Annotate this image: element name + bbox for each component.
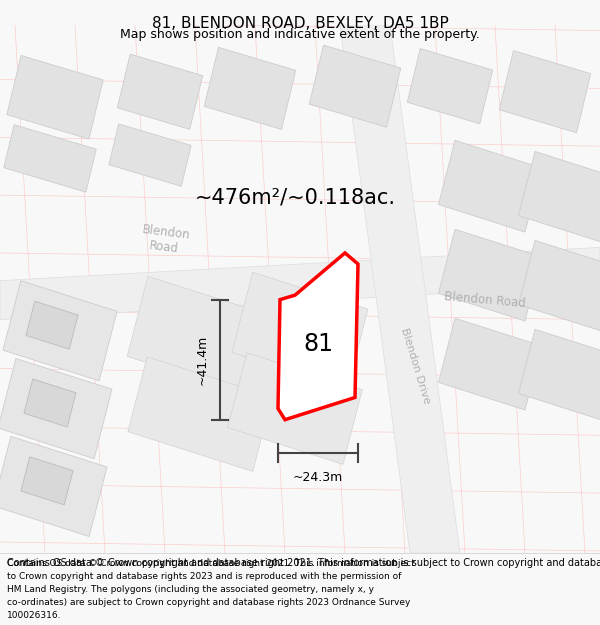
Polygon shape — [439, 229, 542, 321]
Polygon shape — [24, 379, 76, 427]
Polygon shape — [499, 51, 591, 132]
Text: ~41.4m: ~41.4m — [196, 334, 209, 385]
Polygon shape — [439, 141, 542, 232]
Text: ~24.3m: ~24.3m — [293, 471, 343, 484]
Polygon shape — [439, 318, 542, 410]
Polygon shape — [26, 301, 78, 349]
Polygon shape — [518, 241, 600, 332]
Text: 81: 81 — [303, 332, 333, 356]
Polygon shape — [204, 48, 296, 129]
Text: Blendon Road: Blendon Road — [444, 289, 526, 309]
Text: Map shows position and indicative extent of the property.: Map shows position and indicative extent… — [120, 28, 480, 41]
Polygon shape — [278, 253, 358, 420]
Polygon shape — [0, 359, 112, 459]
Polygon shape — [309, 45, 401, 128]
Text: HM Land Registry. The polygons (including the associated geometry, namely x, y: HM Land Registry. The polygons (includin… — [7, 585, 374, 594]
Polygon shape — [232, 272, 368, 389]
Polygon shape — [7, 56, 103, 139]
Polygon shape — [118, 54, 203, 129]
Text: Contains OS data © Crown copyright and database right 2021. This information is : Contains OS data © Crown copyright and d… — [7, 558, 600, 568]
Text: co-ordinates) are subject to Crown copyright and database rights 2023 Ordnance S: co-ordinates) are subject to Crown copyr… — [7, 598, 410, 607]
Polygon shape — [340, 25, 460, 553]
Polygon shape — [227, 352, 362, 464]
Text: ~476m²/~0.118ac.: ~476m²/~0.118ac. — [194, 188, 395, 208]
Text: to Crown copyright and database rights 2023 and is reproduced with the permissio: to Crown copyright and database rights 2… — [7, 572, 401, 581]
Text: Contains OS data © Crown copyright and database right 2021. This information is : Contains OS data © Crown copyright and d… — [7, 559, 415, 568]
Polygon shape — [4, 125, 96, 192]
Polygon shape — [407, 49, 493, 124]
Polygon shape — [518, 151, 600, 243]
Polygon shape — [0, 248, 600, 319]
Polygon shape — [127, 276, 273, 396]
Polygon shape — [0, 436, 107, 536]
Polygon shape — [3, 281, 117, 381]
Polygon shape — [109, 124, 191, 186]
Text: 100026316.: 100026316. — [7, 611, 62, 620]
Text: 81, BLENDON ROAD, BEXLEY, DA5 1BP: 81, BLENDON ROAD, BEXLEY, DA5 1BP — [152, 16, 448, 31]
Polygon shape — [518, 329, 600, 421]
Polygon shape — [21, 457, 73, 505]
Polygon shape — [128, 357, 272, 471]
Text: Blendon Drive: Blendon Drive — [398, 327, 431, 406]
Text: Blendon
Road: Blendon Road — [139, 222, 191, 256]
